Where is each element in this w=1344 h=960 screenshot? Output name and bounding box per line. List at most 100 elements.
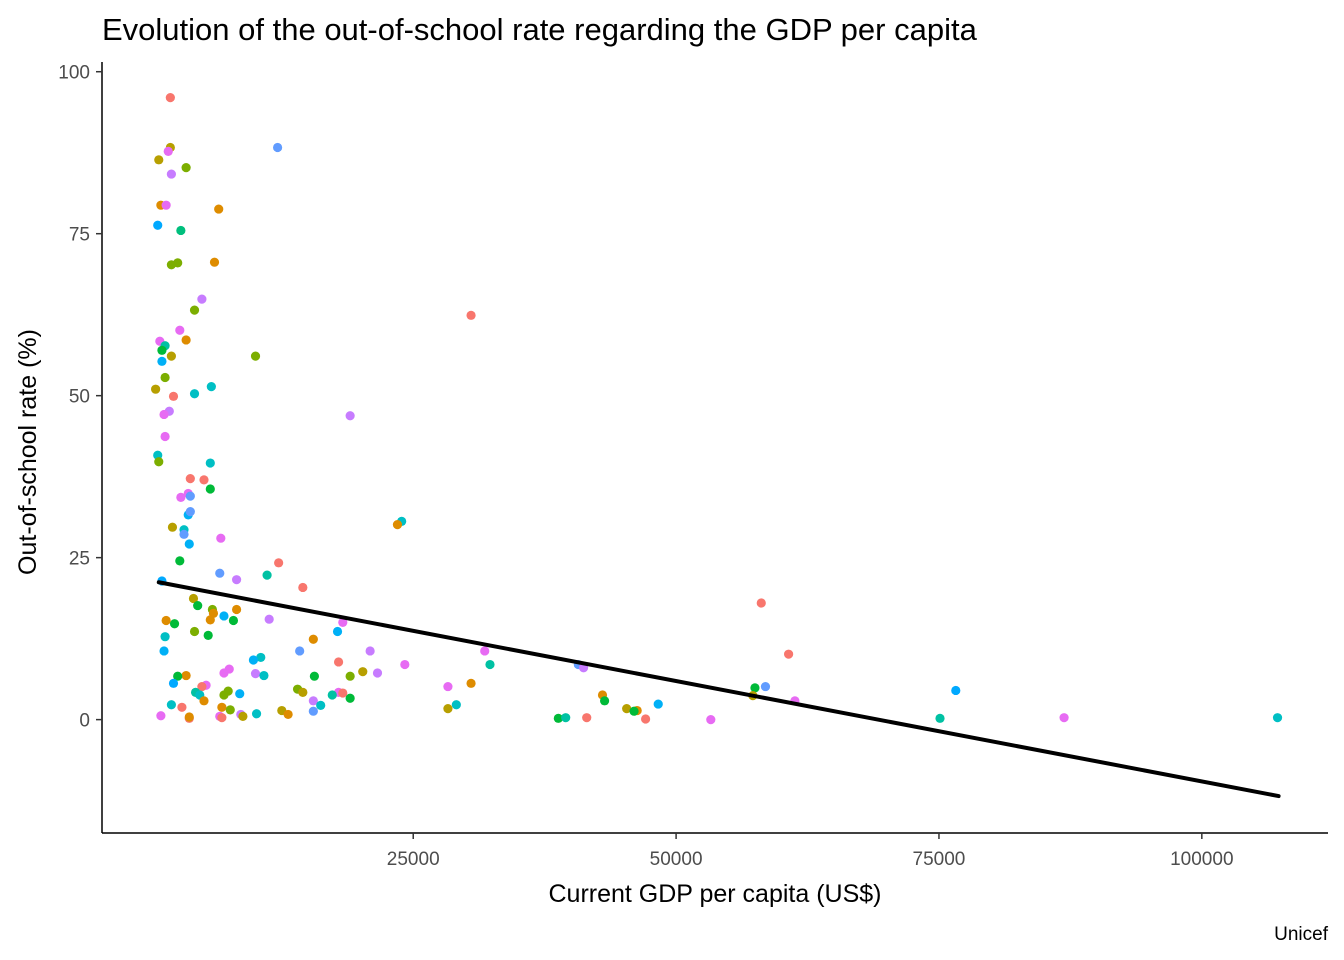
data-point [209,257,220,267]
data-point [251,709,262,719]
data-point [160,372,170,383]
data-point [225,705,235,715]
data-point [166,169,176,179]
data-point [189,305,200,315]
data-point [154,155,164,165]
data-point [166,700,176,710]
data-point [177,702,187,712]
data-point [358,667,368,677]
data-point [250,669,261,679]
data-point [295,646,305,656]
data-point [298,582,308,593]
data-point [157,356,167,366]
data-point [197,294,207,304]
data-point [553,713,563,723]
data-point [338,688,348,698]
data-point [215,568,225,578]
data-point [256,652,266,663]
data-point [193,600,203,611]
data-point [217,713,227,723]
data-point [274,558,284,568]
data-point [185,491,195,501]
chart-caption: Unicef [1274,924,1329,945]
data-point [264,614,274,624]
data-point [205,484,215,494]
data-point [219,611,229,621]
chart-title: Evolution of the out-of-school rate rega… [102,12,978,47]
data-point [283,709,293,720]
data-point [372,668,383,678]
data-point [582,713,592,723]
data-point [231,575,242,585]
data-point [205,615,215,625]
data-point [316,700,326,710]
data-point [216,533,226,543]
data-point [760,681,771,692]
trend-layer [156,580,1281,799]
data-point [168,391,179,401]
y-ticks: 0 25 50 75 100 [58,63,102,732]
data-point [167,522,178,532]
data-point [188,593,199,604]
data-point [231,604,242,615]
data-point [250,351,261,361]
data-point [365,646,375,656]
data-point [259,670,269,681]
y-axis-title: Out-of-school rate (%) [14,329,42,575]
data-point [1059,713,1069,723]
y-tick-label: 100 [58,63,90,84]
data-point [206,381,216,392]
trend-line [156,580,1281,799]
data-point [169,619,180,629]
data-point [1272,713,1283,723]
data-point [308,634,318,644]
data-point [159,646,169,656]
data-points [151,93,1283,725]
data-point [262,570,272,580]
data-point [443,681,453,692]
data-point [756,598,766,608]
data-point [629,706,639,716]
y-tick-label: 50 [69,387,90,408]
data-point [235,689,245,699]
data-point [951,685,961,696]
data-point [308,706,318,716]
data-point [466,678,476,688]
data-point [217,702,227,712]
data-point [205,458,215,468]
data-point [185,507,195,517]
data-point [157,345,167,355]
data-point [298,687,308,698]
y-tick-label: 25 [69,549,90,570]
data-point [184,712,194,722]
data-point [199,696,209,706]
x-axis-title: Current GDP per capita (US$) [549,880,882,908]
data-point [151,384,161,394]
data-point [653,699,663,709]
data-point [173,258,183,268]
data-point [332,626,343,637]
data-point [154,457,164,467]
axes [101,62,1328,834]
data-point [228,615,239,626]
data-point [485,659,495,670]
data-point [561,713,571,723]
data-point [272,142,283,153]
data-point [309,671,319,681]
data-point [308,696,318,706]
data-point [166,351,176,361]
data-point [181,670,191,681]
data-point [641,714,651,724]
data-point [181,335,191,345]
data-point [184,539,194,549]
data-point [345,693,355,703]
data-point [622,704,632,714]
data-point [160,431,170,442]
data-point [175,556,185,566]
data-point [175,325,185,335]
x-tick-label: 75000 [913,849,966,870]
data-point [159,409,169,420]
data-point [345,671,355,681]
data-point [203,630,213,640]
